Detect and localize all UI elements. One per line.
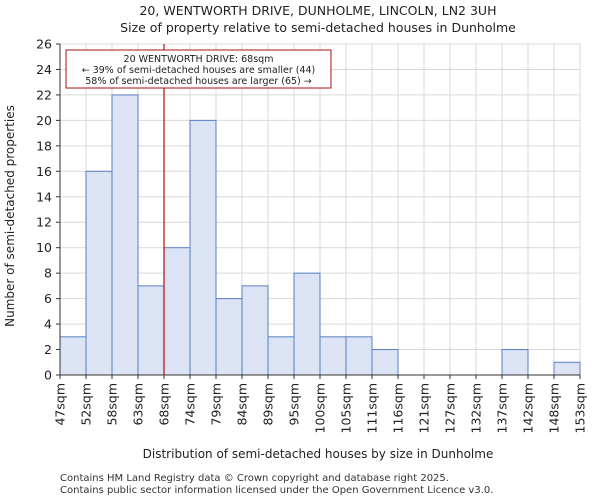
y-tick-label: 18 xyxy=(36,138,52,153)
y-tick-label: 22 xyxy=(36,87,52,102)
x-tick-label: 153sqm xyxy=(573,383,588,433)
x-tick-label: 47sqm xyxy=(53,383,68,426)
x-tick-label: 52sqm xyxy=(79,383,94,426)
bar xyxy=(293,272,321,376)
annotation-box xyxy=(65,49,332,89)
y-tick-label: 12 xyxy=(36,215,52,230)
bar xyxy=(345,336,373,376)
bar xyxy=(241,285,269,376)
bar xyxy=(59,336,87,376)
x-tick-label: 74sqm xyxy=(183,383,198,426)
footer-line-1: Contains HM Land Registry data © Crown c… xyxy=(60,473,449,484)
x-tick-label: 148sqm xyxy=(547,383,562,433)
x-tick-label: 84sqm xyxy=(235,383,250,426)
x-tick-label: 105sqm xyxy=(339,383,354,433)
y-tick-label: 2 xyxy=(44,342,52,357)
x-tick-label: 127sqm xyxy=(443,383,458,433)
x-tick-label: 100sqm xyxy=(313,383,328,433)
bar xyxy=(267,336,295,376)
y-tick-label: 0 xyxy=(44,368,52,383)
x-tick-label: 137sqm xyxy=(495,383,510,433)
annotation-line: 58% of semi-detached houses are larger (… xyxy=(85,76,312,87)
x-tick-label: 68sqm xyxy=(157,383,172,426)
y-tick-label: 8 xyxy=(44,266,52,281)
x-tick-label: 58sqm xyxy=(105,383,120,426)
bars xyxy=(59,94,581,376)
y-axis-label: Number of semi-detached properties xyxy=(3,105,17,327)
x-tick-label: 132sqm xyxy=(469,383,484,433)
y-tick-label: 6 xyxy=(44,291,52,306)
x-axis-label: Distribution of semi-detached houses by … xyxy=(143,447,494,461)
x-tick-label: 79sqm xyxy=(209,383,224,426)
chart-subtitle: Size of property relative to semi-detach… xyxy=(120,20,516,35)
y-tick-label: 14 xyxy=(36,189,52,204)
bar xyxy=(501,349,529,376)
y-tick-label: 16 xyxy=(36,164,52,179)
marker-line: 20 WENTWORTH DRIVE: 68sqm← 39% of semi-d… xyxy=(65,44,332,375)
y-tick-label: 10 xyxy=(36,240,52,255)
x-tick-label: 111sqm xyxy=(365,383,380,433)
annotation-line: ← 39% of semi-detached houses are smalle… xyxy=(82,65,316,76)
y-tick-label: 24 xyxy=(36,62,52,77)
bar xyxy=(137,285,165,376)
x-tick-label: 116sqm xyxy=(391,383,406,433)
annotation-line: 20 WENTWORTH DRIVE: 68sqm xyxy=(124,54,274,65)
bar xyxy=(215,298,243,376)
x-tick-label: 89sqm xyxy=(261,383,276,426)
bar xyxy=(163,247,191,376)
footer-line-2: Contains public sector information licen… xyxy=(60,485,494,496)
x-tick-label: 142sqm xyxy=(521,383,536,433)
y-tick-label: 20 xyxy=(36,113,52,128)
bar xyxy=(553,361,581,376)
bar xyxy=(371,349,399,376)
chart-title: 20, WENTWORTH DRIVE, DUNHOLME, LINCOLN, … xyxy=(139,3,496,18)
x-tick-label: 95sqm xyxy=(287,383,302,426)
x-tick-label: 121sqm xyxy=(417,383,432,433)
x-tick-label: 63sqm xyxy=(131,383,146,426)
bar xyxy=(111,94,139,376)
bar xyxy=(319,336,347,376)
bar xyxy=(189,119,217,376)
y-tick-label: 4 xyxy=(44,317,52,332)
bar xyxy=(85,170,113,376)
y-tick-label: 26 xyxy=(36,37,52,52)
